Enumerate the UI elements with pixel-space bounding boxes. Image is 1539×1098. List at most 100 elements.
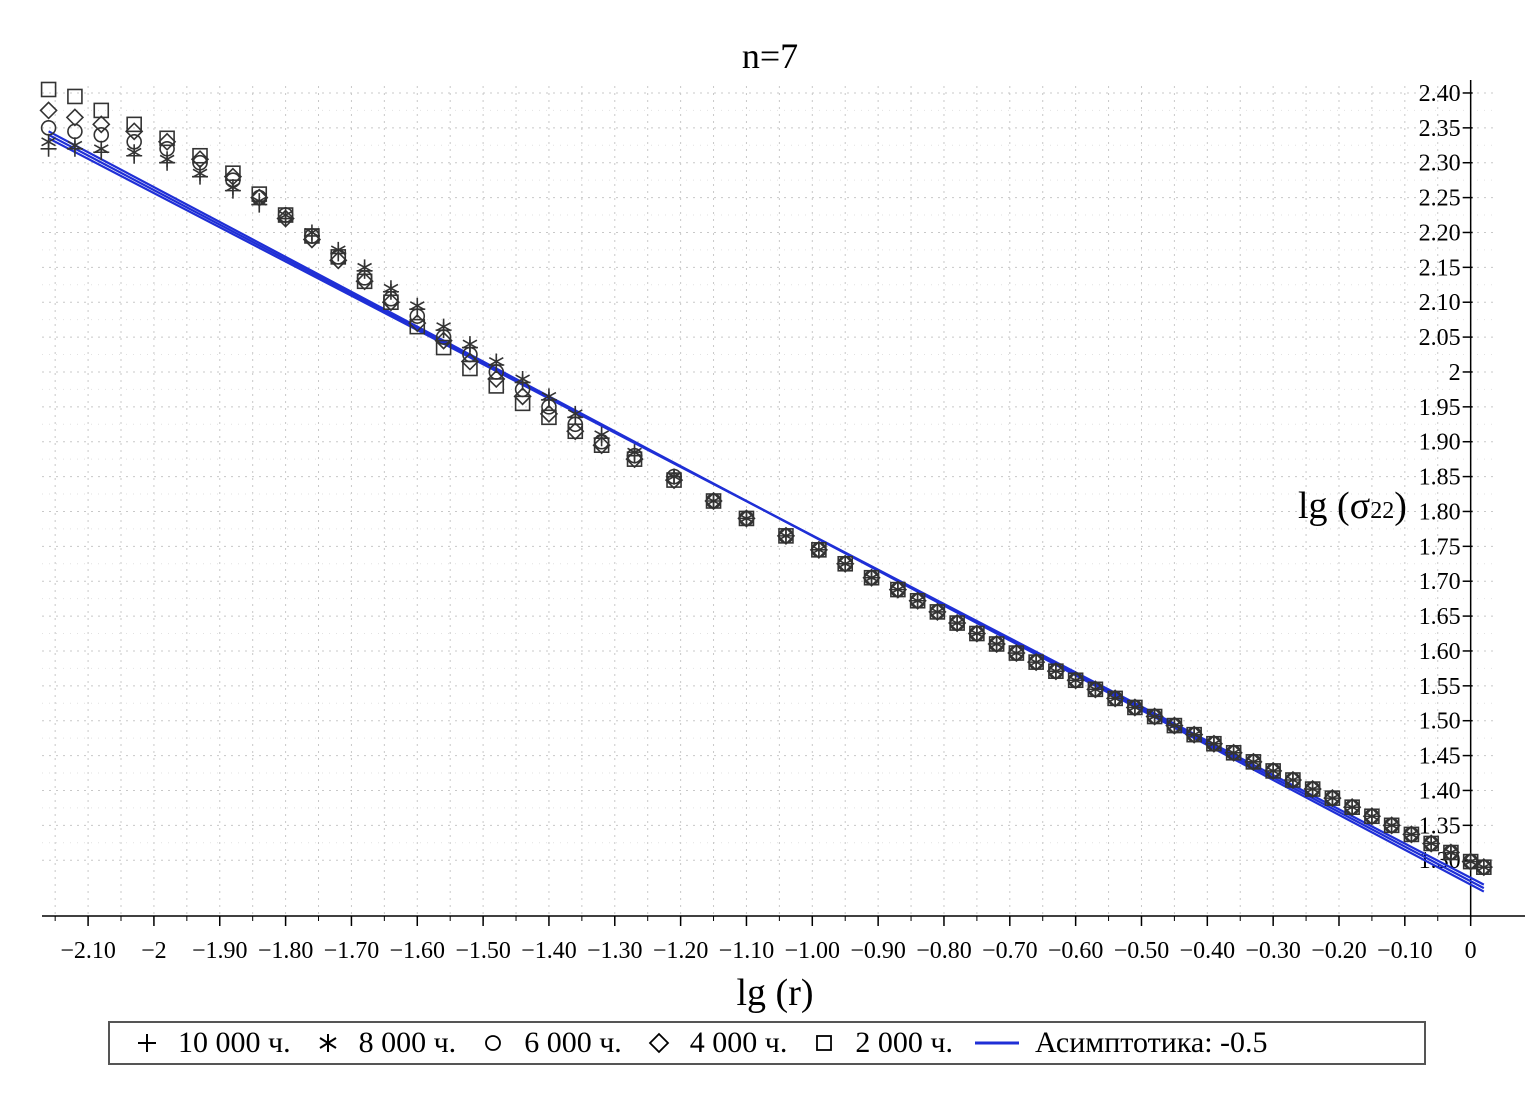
square-marker [837,555,854,572]
y-tick-label: 2 [1449,360,1461,386]
x-tick-label: −0.50 [1114,938,1170,964]
diamond-marker [434,331,453,350]
x-tick-label: −1.80 [258,938,314,964]
square-marker [1364,808,1380,825]
diamond-marker [157,132,177,151]
square-marker [488,378,505,394]
diamond-marker [967,624,987,643]
square-marker-icon [816,1035,833,1051]
y-tick-label: 1.75 [1419,534,1461,560]
star-marker [541,388,557,405]
x-tick-label: 0 [1465,938,1477,964]
legend-label: 2 000 ч. [855,1026,953,1059]
diamond-marker [513,387,532,406]
star-marker-icon [319,1034,337,1052]
square-marker [1476,859,1492,875]
diamond-marker [1303,779,1322,799]
square-marker [1008,645,1025,661]
star-marker [567,405,583,422]
star-marker [462,336,478,353]
diamond-marker [329,251,348,270]
diamond-marker-icon [648,1032,670,1054]
legend-label: 4 000 ч. [689,1026,788,1059]
diamond-marker [1165,716,1184,735]
circle-marker [159,140,175,157]
diamond-marker [737,509,756,528]
square-marker [593,437,610,454]
y-tick-label: 1.90 [1419,430,1461,456]
square-marker [666,472,682,488]
circle-marker [40,120,57,136]
legend-label: 6 000 ч. [524,1026,622,1059]
diamond-marker [408,314,427,333]
diamond-marker [1007,643,1026,663]
circle-marker [541,399,557,415]
diamond-marker [125,122,144,141]
y-axis-label-main: lg (σ [1298,485,1370,527]
square-marker [1028,654,1044,670]
diamond-marker [1244,752,1263,771]
y-tick-label: 1.85 [1419,465,1461,491]
square-marker [225,165,241,181]
diamond-marker [836,554,855,573]
square-marker [126,116,142,133]
star-marker [409,297,425,314]
diamond-marker [539,404,559,423]
square-marker [1067,672,1084,689]
square-marker [192,147,208,164]
legend-item-6000: 6 000 ч. [478,1026,622,1060]
square-marker [1462,853,1479,870]
square-marker [811,542,827,558]
square-marker [969,625,985,642]
square-marker [93,102,110,119]
square-marker [1127,699,1143,716]
diamond-marker [355,272,374,291]
square-marker [435,339,452,356]
square-marker [159,130,175,147]
circle-marker [126,133,142,150]
square-marker [1324,790,1341,806]
square-marker [304,228,320,244]
square-marker [462,360,478,377]
diamond-marker [1382,816,1401,835]
diamond-marker [487,369,506,389]
square-marker [409,318,426,335]
diamond-marker [1461,852,1480,871]
x-tick-label: −1.20 [653,938,709,964]
square-marker [1265,763,1281,779]
circle-marker [409,308,426,324]
asymptote-line [48,137,1485,886]
x-tick-label: −1.70 [324,938,380,964]
diamond-marker [1422,834,1441,853]
square-marker [1304,781,1321,797]
x-tick-label: −1.50 [455,938,511,964]
square-marker [330,249,347,265]
y-tick-label: 2.25 [1419,186,1461,212]
x-tick-label: −0.70 [982,938,1038,964]
diamond-marker [928,602,947,622]
diamond-marker [1283,770,1303,790]
square-marker [705,493,722,509]
square-marker [251,186,268,202]
y-tick-label: 2.15 [1419,255,1461,281]
circle-marker-icon [485,1035,502,1051]
x-tick-label: −1.60 [389,938,445,964]
square-marker [277,207,294,223]
diamond-marker [566,422,585,441]
diamond-marker [1106,689,1125,708]
diamond-marker [908,591,927,610]
legend-label: Асимптотика: -0.5 [1034,1026,1268,1059]
y-tick-label: 1.45 [1419,744,1461,770]
square-marker [1403,826,1420,843]
square-marker [1048,663,1064,679]
y-axis-label-subscript: 22 [1370,498,1394,524]
square-marker [1443,844,1459,861]
x-tick-label: −1.00 [785,938,841,964]
square-marker [738,510,755,527]
square-marker [1383,817,1400,834]
legend-label: 10 000 ч. [178,1026,291,1059]
chart-title: n=7 [742,36,798,76]
square-marker [1245,754,1262,770]
diamond-marker [948,613,967,633]
diamond-marker [1066,671,1085,690]
